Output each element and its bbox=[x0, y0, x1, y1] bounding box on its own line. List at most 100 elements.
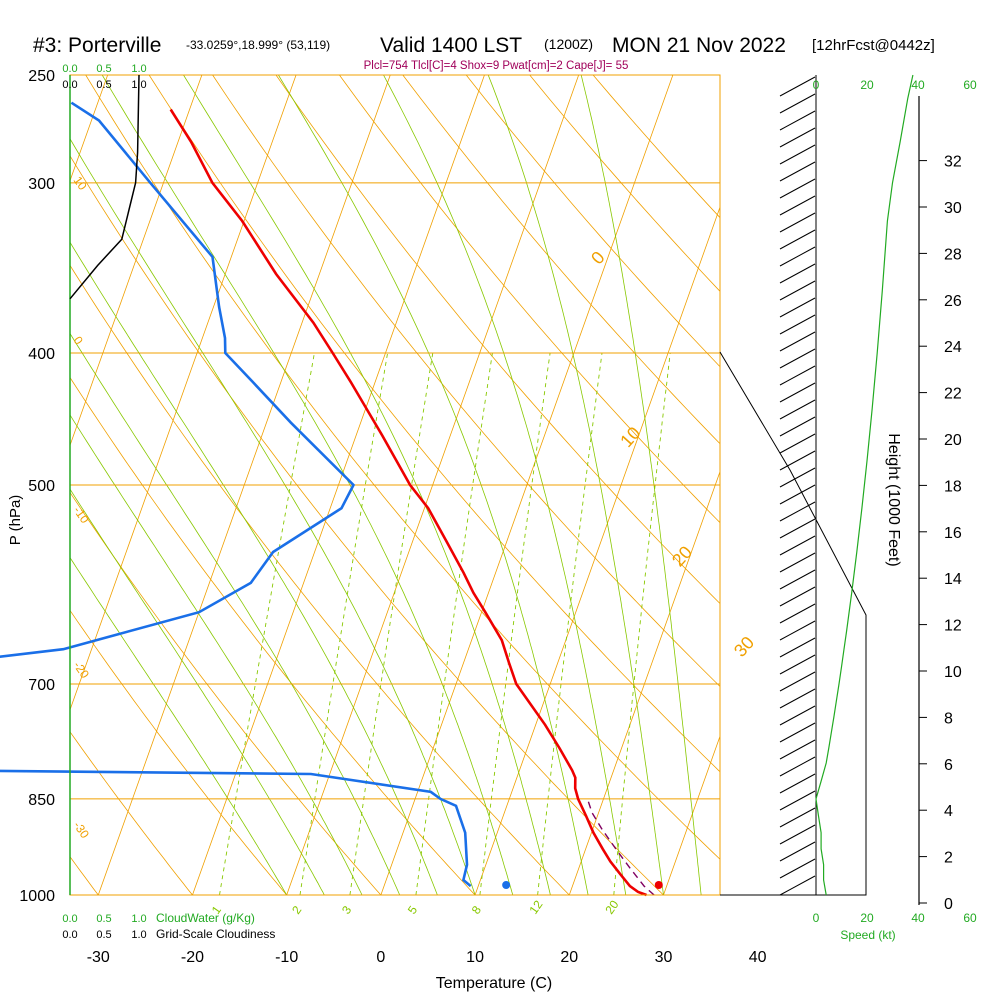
wind-barb bbox=[779, 569, 816, 590]
temperature-tick-label: -20 bbox=[181, 949, 204, 966]
dry-adiabat-line bbox=[148, 75, 720, 773]
wind-barb bbox=[779, 76, 816, 97]
temperature-tick-label: 40 bbox=[749, 949, 767, 966]
cloudiness-top-tick: 0.5 bbox=[96, 79, 111, 91]
cloudwater-top-tick: 0.5 bbox=[96, 63, 111, 75]
speed-bottom-tick: 60 bbox=[963, 911, 977, 925]
cloudwater-bottom-tick: 0.0 bbox=[62, 913, 77, 925]
dry-adiabat-line bbox=[465, 75, 720, 368]
valid-time: Valid 1400 LST bbox=[380, 34, 522, 57]
wind-barb bbox=[779, 433, 816, 454]
speed-axis-label: Speed (kt) bbox=[840, 928, 895, 942]
cloudwater-bottom-tick: 0.5 bbox=[96, 913, 111, 925]
speed-bottom-tick: 40 bbox=[911, 911, 925, 925]
temperature-profile bbox=[169, 108, 647, 897]
wind-barb bbox=[779, 178, 816, 199]
pressure-axis: 250 300 400 500 700 850 1000 bbox=[19, 68, 55, 905]
wind-barb bbox=[779, 739, 816, 760]
temperature-tick-label: 20 bbox=[560, 949, 578, 966]
wind-barb bbox=[779, 603, 816, 624]
isotherm-line bbox=[70, 75, 203, 447]
wind-barb bbox=[779, 705, 816, 726]
wind-barb bbox=[779, 722, 816, 743]
cloudwater-bottom-tick: 1.0 bbox=[131, 913, 146, 925]
wind-barb bbox=[779, 365, 816, 386]
x-axis-label: Temperature (C) bbox=[436, 975, 552, 992]
wind-barb bbox=[779, 858, 816, 879]
height-tick-label: 22 bbox=[944, 386, 962, 403]
dry-adiabat-line bbox=[402, 75, 720, 445]
height-tick-label: 28 bbox=[944, 246, 962, 263]
speed-top-tick: 0 bbox=[813, 78, 820, 92]
wind-speed-profile bbox=[815, 74, 914, 896]
wind-barb bbox=[779, 195, 816, 216]
wind-barb bbox=[779, 841, 816, 862]
wind-barb bbox=[779, 382, 816, 403]
moist-adiabat-line bbox=[183, 75, 551, 895]
wind-barb bbox=[779, 399, 816, 420]
wind-barb bbox=[779, 501, 816, 522]
moist-adiabat-line bbox=[487, 75, 664, 895]
y-axis-label: P (hPa) bbox=[7, 495, 24, 546]
pressure-tick-label: 300 bbox=[28, 176, 55, 193]
wind-barb bbox=[779, 229, 816, 250]
height-tick-label: 4 bbox=[944, 803, 953, 820]
parcel-profile bbox=[586, 797, 655, 896]
wind-barb bbox=[779, 654, 816, 675]
wind-barb bbox=[779, 637, 816, 658]
wind-barb bbox=[779, 93, 816, 114]
height-tick-label: 10 bbox=[944, 664, 962, 681]
wind-panel-outline bbox=[719, 351, 867, 896]
wind-barb bbox=[779, 535, 816, 556]
isobars bbox=[70, 182, 720, 895]
dry-adiabat-line bbox=[85, 75, 720, 860]
indices-line: Plcl=754 Tlcl[C]=4 Shox=9 Pwat[cm]=2 Cap… bbox=[364, 60, 629, 72]
dry-adiabat-line bbox=[339, 75, 720, 524]
wind-barb bbox=[779, 875, 816, 896]
cloud-panel: 0.00.00.00.00.50.50.50.51.01.01.01.0Clou… bbox=[62, 63, 275, 941]
moist-adiabat-line bbox=[70, 488, 325, 895]
pressure-tick-label: 700 bbox=[28, 677, 55, 694]
moist-adiabat-line bbox=[278, 75, 589, 895]
moist-adiabat-line bbox=[383, 75, 627, 895]
moist-adiabat-line bbox=[70, 138, 476, 895]
moist-adiabat-line bbox=[70, 241, 438, 895]
wind-barb bbox=[779, 688, 816, 709]
wind-barb bbox=[779, 467, 816, 488]
wind-barb bbox=[779, 314, 816, 335]
cloudiness-bottom-tick: 0.5 bbox=[96, 929, 111, 941]
wind-barb bbox=[779, 348, 816, 369]
speed-top-tick: 20 bbox=[860, 78, 874, 92]
wind-barb bbox=[779, 144, 816, 165]
wind-barb bbox=[779, 671, 816, 692]
temperature-tick-label: 0 bbox=[376, 949, 385, 966]
wind-barb bbox=[779, 824, 816, 845]
dry-adiabat-line bbox=[70, 731, 193, 895]
height-tick-label: 2 bbox=[944, 850, 953, 867]
wind-barb bbox=[779, 246, 816, 267]
wind-barb bbox=[779, 773, 816, 794]
height-tick-label: 14 bbox=[944, 571, 962, 588]
forecast-info: [12hrFcst@0442z] bbox=[812, 37, 935, 54]
pressure-tick-label: 400 bbox=[28, 346, 55, 363]
wind-barb bbox=[779, 416, 816, 437]
pressure-tick-label: 250 bbox=[28, 68, 55, 85]
forecast-date: MON 21 Nov 2022 bbox=[612, 34, 786, 57]
dry-adiabat-line bbox=[70, 609, 288, 895]
wind-barb bbox=[779, 263, 816, 284]
station-title: #3: Porterville bbox=[33, 34, 161, 57]
height-tick-label: 26 bbox=[944, 293, 962, 310]
height-tick-label: 0 bbox=[944, 896, 953, 913]
speed-top-tick: 40 bbox=[911, 78, 925, 92]
height-tick-label: 24 bbox=[944, 339, 962, 356]
height-tick-label: 6 bbox=[944, 757, 953, 774]
wind-barb bbox=[779, 331, 816, 352]
dry-adiabat-line bbox=[275, 75, 720, 605]
pressure-tick-label: 850 bbox=[28, 792, 55, 809]
wind-barb bbox=[779, 280, 816, 301]
height-tick-label: 30 bbox=[944, 200, 962, 217]
height-tick-label: 16 bbox=[944, 525, 962, 542]
